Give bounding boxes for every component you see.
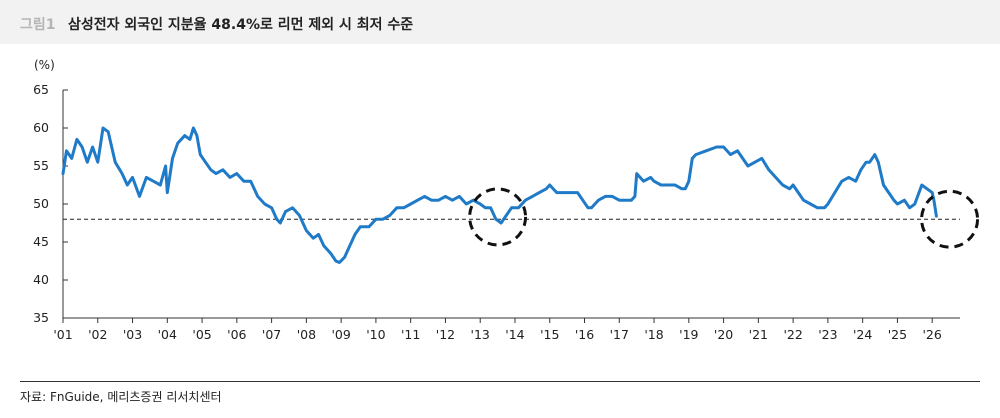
x-tick-label: '03 <box>123 327 142 342</box>
x-tick-label: '22 <box>783 327 802 342</box>
x-tick-label: '20 <box>714 327 733 342</box>
chart-title: 삼성전자 외국인 지분율 48.4%로 리먼 제외 시 최저 수준 <box>68 17 414 33</box>
x-tick-label: '15 <box>540 327 559 342</box>
series-group <box>61 126 938 264</box>
x-tick-label: '17 <box>610 327 629 342</box>
title-bar <box>0 0 1000 44</box>
series-line <box>61 126 938 264</box>
y-tick-label: 65 <box>33 82 49 97</box>
y-tick-label: 45 <box>33 234 49 249</box>
y-tick-label: 35 <box>33 310 49 325</box>
x-tick-label: '24 <box>853 327 872 342</box>
figure-number: 그림1 <box>20 17 56 33</box>
axes <box>62 89 960 323</box>
y-tick-label: 55 <box>33 158 49 173</box>
x-tick-label: '10 <box>366 327 385 342</box>
x-axis-tick-labels: '01 '02 '03 '04 '05 '06 '07 '08 '09 '10 '11 '12 '13 '… <box>53 327 942 342</box>
highlight-group <box>468 187 980 249</box>
y-axis-tick-labels: 35 40 45 50 55 60 65 <box>33 82 49 325</box>
x-tick-label: '11 <box>401 327 420 342</box>
x-tick-label: '06 <box>227 327 246 342</box>
x-tick-label: '21 <box>749 327 768 342</box>
x-tick-label: '05 <box>192 327 211 342</box>
x-tick-label: '19 <box>679 327 698 342</box>
footer-divider <box>20 381 980 382</box>
x-tick-label: '07 <box>262 327 281 342</box>
x-tick-label: '25 <box>888 327 907 342</box>
y-axis-unit-label: (%) <box>34 58 55 72</box>
x-tick-label: '23 <box>818 327 837 342</box>
x-tick-label: '08 <box>297 327 316 342</box>
x-tick-label: '12 <box>436 327 455 342</box>
source-note: 자료: FnGuide, 메리츠증권 리서치센터 <box>20 390 222 404</box>
y-tick-label: 40 <box>33 272 49 287</box>
x-tick-label: '14 <box>505 327 524 342</box>
y-tick-label: 50 <box>33 196 49 211</box>
x-tick-label: '26 <box>923 327 942 342</box>
x-tick-label: '18 <box>644 327 663 342</box>
x-tick-label: '04 <box>158 327 177 342</box>
x-tick-label: '09 <box>331 327 350 342</box>
x-tick-label: '01 <box>53 327 72 342</box>
y-tick-label: 60 <box>33 120 49 135</box>
x-tick-label: '13 <box>471 327 490 342</box>
highlight-circle <box>920 189 980 249</box>
x-tick-label: '02 <box>88 327 107 342</box>
highlight-circle <box>468 187 528 247</box>
x-tick-label: '16 <box>575 327 594 342</box>
